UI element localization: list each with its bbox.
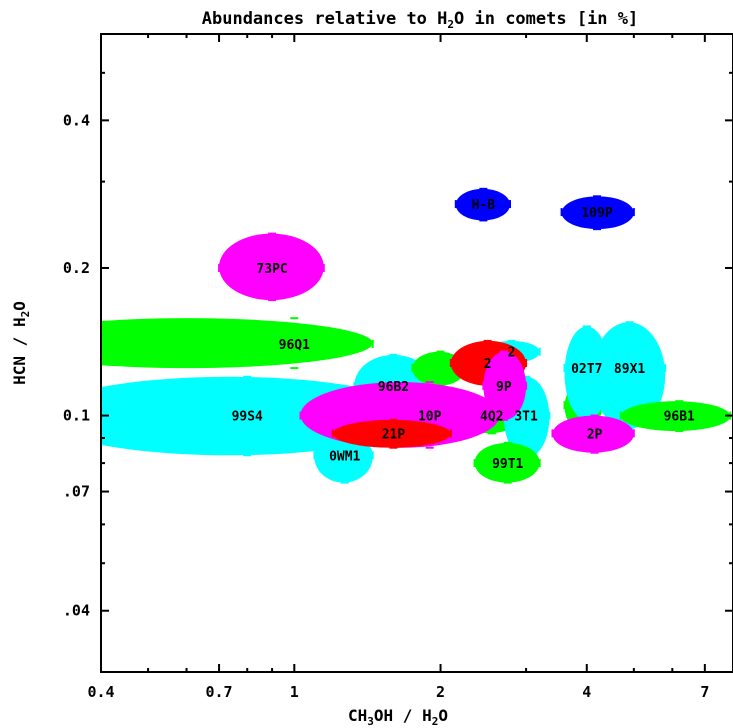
y-axis-label: HCN / H2O <box>10 301 32 385</box>
data-label: 0WM1 <box>329 449 360 464</box>
data-label: 73PC <box>256 262 287 277</box>
data-label: 9P <box>496 380 512 395</box>
data-label: H-B <box>472 198 496 213</box>
data-label: 21P <box>382 427 406 442</box>
x-tick-label: 7 <box>700 683 709 701</box>
data-label: 89X1 <box>614 362 645 377</box>
data-ellipse <box>455 188 511 221</box>
data-label: 10P <box>418 410 442 425</box>
data-label: 02T7 <box>571 362 602 377</box>
data-ellipse <box>591 322 666 429</box>
data-label: 96B1 <box>664 410 695 425</box>
data-label: 2 <box>508 346 516 361</box>
data-label: 96Q1 <box>279 338 310 353</box>
x-tick-label: 0.7 <box>206 683 233 701</box>
data-ellipses <box>101 187 732 484</box>
y-tick-label: .04 <box>63 602 90 620</box>
data-ellipse <box>332 419 451 448</box>
y-tick-label: 0.1 <box>63 407 90 425</box>
data-ellipse <box>101 318 373 369</box>
data-ellipse <box>474 442 540 483</box>
data-ellipse <box>552 415 634 453</box>
chart-title: Abundances relative to H2O in comets [in… <box>202 9 639 31</box>
data-ellipse <box>561 196 634 230</box>
data-label: 99T1 <box>492 457 523 472</box>
data-ellipse <box>620 401 731 432</box>
y-tick-label: 0.4 <box>63 111 90 129</box>
data-label: 99S4 <box>232 410 263 425</box>
x-axis-label: CH3OH / H2O <box>348 706 448 728</box>
data-label: 3T1 <box>514 410 538 425</box>
data-label: 2 <box>484 357 492 372</box>
data-ellipse <box>483 351 527 420</box>
data-ellipse <box>219 233 324 301</box>
x-tick-label: 4 <box>582 683 591 701</box>
data-label: 96B2 <box>378 380 409 395</box>
x-tick-label: 1 <box>290 683 299 701</box>
plot-frame <box>100 33 733 673</box>
data-label: 2P <box>587 427 603 442</box>
y-tick-label: 0.2 <box>63 259 90 277</box>
data-label: 109P <box>581 206 612 221</box>
x-tick-label: 0.4 <box>87 683 114 701</box>
x-tick-label: 2 <box>436 683 445 701</box>
y-tick-label: .07 <box>63 483 90 501</box>
data-label: 4Q2 <box>480 410 503 425</box>
